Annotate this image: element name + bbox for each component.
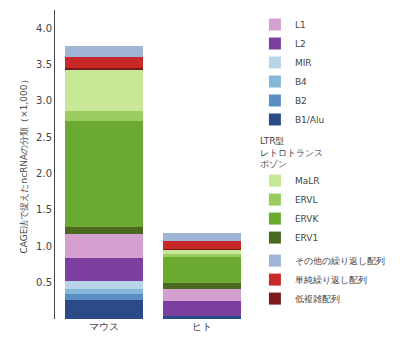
svg-text:低複雑配列: 低複雑配列	[295, 294, 340, 304]
svg-text:4.0: 4.0	[36, 23, 52, 34]
svg-text:MIR: MIR	[295, 58, 312, 68]
svg-text:LTR型レトロトランスボゾン: LTR型レトロトランスボゾン	[260, 136, 323, 169]
svg-text:1.0: 1.0	[36, 241, 52, 252]
svg-text:ヒト: ヒト	[192, 321, 212, 332]
svg-text:2.0: 2.0	[36, 168, 52, 179]
svg-text:B4: B4	[295, 77, 307, 87]
svg-text:ERV1: ERV1	[295, 233, 318, 243]
svg-text:2.5: 2.5	[36, 132, 52, 143]
svg-text:MaLR: MaLR	[295, 176, 320, 186]
svg-text:ERVL: ERVL	[295, 195, 318, 205]
svg-text:1.5: 1.5	[36, 204, 52, 215]
svg-text:L1: L1	[295, 20, 306, 30]
svg-text:CAGE法で捉えたncRNAの分類（×1,000）: CAGE法で捉えたncRNAの分類（×1,000）	[19, 75, 29, 253]
svg-text:ERVK: ERVK	[295, 214, 320, 224]
svg-text:その他の繰り返し配列: その他の繰り返し配列	[295, 256, 385, 266]
svg-text:3.0: 3.0	[36, 95, 52, 106]
svg-text:マウス: マウス	[89, 321, 119, 332]
svg-text:L2: L2	[295, 39, 306, 49]
svg-text:3.5: 3.5	[36, 59, 52, 70]
svg-text:単純繰り返し配列: 単純繰り返し配列	[295, 275, 367, 285]
svg-text:B1/Alu: B1/Alu	[295, 115, 324, 125]
svg-text:B2: B2	[295, 96, 307, 106]
svg-text:0.5: 0.5	[36, 277, 52, 288]
